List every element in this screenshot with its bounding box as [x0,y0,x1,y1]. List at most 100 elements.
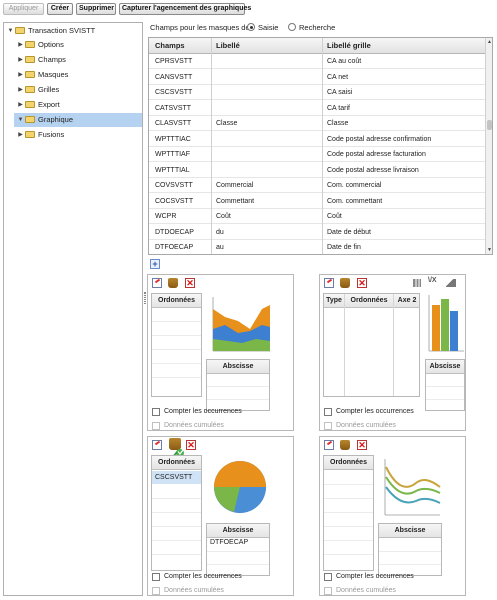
radio-saisie[interactable] [247,23,255,31]
tree-item-options[interactable]: ▶ Options [16,38,64,52]
delete-icon[interactable]: ✕ [186,440,196,450]
tree-root[interactable]: ▼ Transaction SVISTT [6,24,96,38]
table-row[interactable] [149,147,485,162]
edit-icon[interactable] [324,440,334,450]
count-occurrences-checkbox[interactable] [324,408,332,416]
table-cell: Commercial [216,182,254,189]
apply-button[interactable]: Appliquer [3,3,44,15]
expand-arrow-icon[interactable]: ▶ [18,87,23,93]
count-occurrences-checkbox[interactable] [324,573,332,581]
paint-pot-icon[interactable] [340,440,350,450]
navigation-tree: ▼ Transaction SVISTT ▶ Options ▶ Champs ▶ Ma… [3,22,143,596]
tree-item-champs[interactable]: ▶ Champs [16,53,66,67]
delete-button[interactable]: Supprimer [76,3,116,15]
table-cell: Com. commettant [327,197,383,205]
edit-icon[interactable] [152,278,162,288]
table-row[interactable] [149,101,485,116]
cumulative-data-checkbox[interactable] [324,422,332,430]
count-occurrences-label: Compter les occurrences [164,408,242,415]
create-button[interactable]: Créer [47,3,73,15]
table-cell: CA au coût [327,58,362,65]
column-header-champs[interactable]: Champs [155,41,185,50]
ordinates-list[interactable]: Ordonnées [151,293,202,397]
tree-item-fusions[interactable]: ▶ Fusions [16,128,64,142]
tree-item-export[interactable]: ▶ Export [16,98,60,112]
expand-arrow-icon[interactable]: ▶ [18,102,23,108]
table-cell [216,101,316,116]
radio-recherche-label: Recherche [299,23,336,32]
area-type-icon[interactable] [446,279,456,287]
scrollbar-thumb[interactable] [487,120,492,130]
table-row[interactable] [149,178,485,193]
ordinate-item[interactable]: CSCSVSTT [152,471,201,484]
expand-arrow-icon[interactable]: ▶ [18,132,23,138]
bar-chart-icon [428,295,464,352]
table-cell: DTFOECAP [155,244,194,251]
table-cell [216,163,316,178]
abscissa-header: Abscisse [379,524,441,538]
scroll-up-icon[interactable]: ▲ [487,39,492,45]
abscissa-list[interactable]: Abscisse [206,359,270,411]
delete-icon[interactable]: ✕ [357,440,367,450]
expand-arrow-icon[interactable]: ▶ [18,42,23,48]
expand-arrow-icon[interactable]: ▶ [18,72,23,78]
count-occurrences-checkbox[interactable] [152,573,160,581]
ordinates-column-header: Ordonnées [350,297,388,304]
ordinates-list[interactable]: Ordonnées CSCSVSTT [151,455,202,571]
delete-icon[interactable]: ✕ [185,278,195,288]
tree-item-label: Options [38,40,64,49]
table-row[interactable] [149,163,485,178]
table-cell: Classe [216,120,238,127]
radio-recherche[interactable] [288,23,296,31]
count-occurrences-checkbox[interactable] [152,408,160,416]
cumulative-data-checkbox[interactable] [324,587,332,595]
paint-pot-icon[interactable] [340,278,350,288]
ordinates-list[interactable]: Ordonnées [323,455,374,571]
cumulative-data-label: Données cumulées [164,422,224,429]
stacked-bars-icon[interactable] [413,279,421,287]
abscissa-list[interactable]: Abscisse [378,523,442,576]
column-header-libelle[interactable]: Libellé [216,41,240,50]
table-row[interactable] [149,54,485,69]
abscissa-list[interactable]: Abscisse DTFOECAP [206,523,270,576]
tree-item-grilles[interactable]: ▶ Grilles [16,83,59,97]
table-cell: WCPR [155,213,177,220]
add-chart-button[interactable]: + [150,259,160,269]
table-cell: CANSVSTT [155,73,193,81]
table-row[interactable] [149,225,485,240]
scroll-down-icon[interactable]: ▼ [487,247,492,253]
expand-arrow-icon[interactable]: ▶ [18,57,23,63]
collapse-arrow-icon[interactable]: ▼ [17,117,24,123]
column-header-libelle-grille[interactable]: Libellé grille [327,41,371,50]
ordinates-axis-table[interactable]: Type Ordonnées Axe 2 [323,293,420,397]
table-row[interactable] [149,209,485,224]
tree-item-masques[interactable]: ▶ Masques [16,68,68,82]
cumulative-data-checkbox[interactable] [152,422,160,430]
capture-layout-button[interactable]: Capturer l'agencement des graphiques [119,3,251,15]
table-row[interactable] [149,116,485,131]
table-row[interactable] [149,132,485,147]
collapse-arrow-icon[interactable]: ▼ [7,28,14,34]
axis-swap-icon[interactable]: \/X [428,277,437,284]
table-cell: WPTTTIAL [155,166,190,174]
delete-icon[interactable]: ✕ [357,278,367,288]
folder-icon [25,70,35,78]
splitter-handle[interactable] [144,292,146,304]
grid-scrollbar[interactable]: ▲ ▼ [485,38,492,254]
abscissa-list[interactable]: Abscisse [425,359,465,411]
edit-icon[interactable] [324,278,334,288]
paint-pot-icon[interactable] [169,438,181,450]
paint-pot-icon[interactable] [168,278,178,288]
cumulative-data-checkbox[interactable] [152,587,160,595]
edit-icon[interactable] [152,440,162,450]
table-row[interactable] [149,85,485,100]
tree-item-label: Grilles [38,85,60,94]
cumulative-data-label: Données cumulées [336,587,396,594]
fields-grid: Champs Libellé Libellé grille CPRSVSTT CA… [148,37,493,255]
tree-item-graphique[interactable]: ▼ Graphique [14,113,142,127]
abscissa-item[interactable]: DTFOECAP [210,539,249,546]
table-cell: WPTTTIAC [155,135,191,143]
table-row[interactable] [149,70,485,85]
table-row[interactable] [149,194,485,209]
column-divider [322,38,323,254]
